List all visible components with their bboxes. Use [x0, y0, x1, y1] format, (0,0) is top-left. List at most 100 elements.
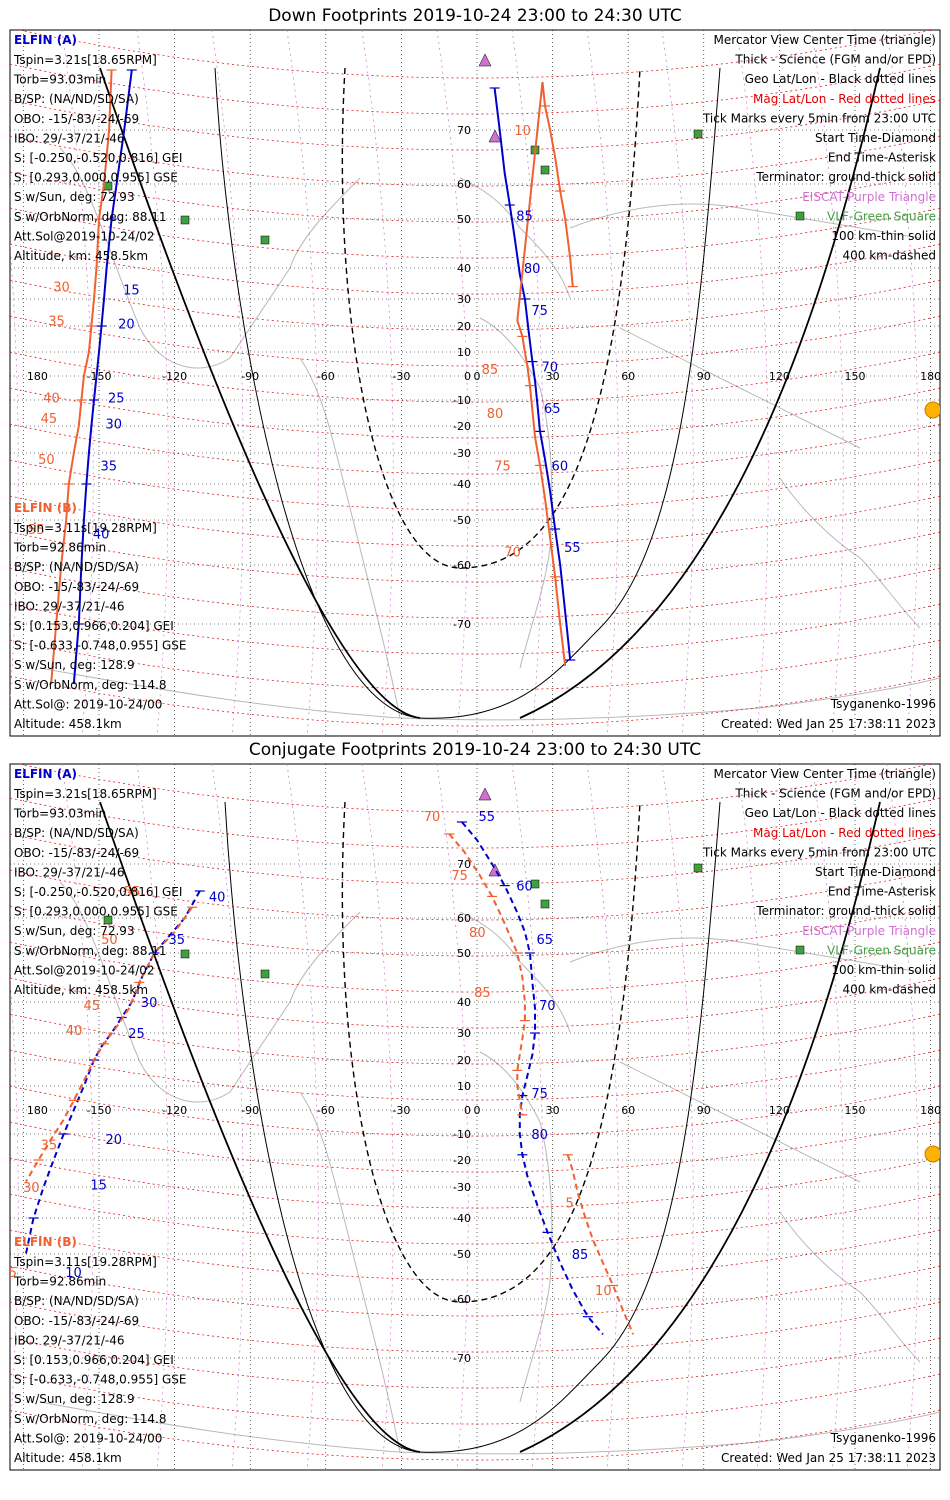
legend-entry: Start Time-Diamond	[815, 131, 936, 145]
lat-tick-label: 70	[457, 858, 471, 871]
info-line: Tspin=3.21s[18.65RPM]	[13, 53, 157, 67]
legend-entry: Mag Lat/Lon - Red dotted lines	[753, 826, 936, 840]
track-tick-label-a: 70	[541, 360, 558, 375]
coastline	[619, 1061, 861, 1183]
vlf-square	[103, 915, 113, 925]
vlf-square	[260, 235, 270, 245]
lat-tick-label: 0	[464, 370, 471, 383]
info-line: OBO: -15/-83/-24/-69	[14, 846, 139, 860]
info-line: Att.Sol@2019-10-24/02	[14, 963, 155, 977]
track-tick-label-a: 65	[544, 402, 561, 417]
legend-entry: Start Time-Diamond	[815, 865, 936, 879]
coastline	[779, 477, 921, 629]
lat-tick-label: 30	[457, 1027, 471, 1040]
mag-lon-line	[61, 764, 94, 1470]
lat-tick-label: -20	[453, 1154, 471, 1167]
lon-tick-label: -90	[241, 370, 259, 383]
info-line: S w/Sun, deg: 72.93	[14, 924, 135, 938]
lon-tick-label: -150	[87, 370, 112, 383]
lat-tick-label: -70	[453, 618, 471, 631]
info-line: Torb=92.86min	[13, 1275, 106, 1289]
coastline	[569, 937, 921, 973]
track-tick-label-b: 80	[487, 407, 504, 422]
track-tick-label-a: 70	[539, 999, 556, 1014]
lat-tick-label: 10	[457, 1080, 471, 1093]
mag-lon-line	[10, 973, 19, 1437]
lon-tick-label: 180	[27, 1104, 48, 1117]
lon-tick-label: -60	[317, 370, 335, 383]
track-tick-label-a: 85	[572, 1248, 589, 1263]
mag-lon-line	[586, 30, 619, 736]
track-tick-label-b: 30	[53, 281, 70, 296]
eiscat-triangle	[488, 129, 502, 143]
lon-tick-label: -30	[392, 370, 410, 383]
mag-lon-line	[811, 30, 844, 736]
track-tick-label-a: 10	[65, 1266, 82, 1281]
track-tick-label-a: 40	[209, 890, 226, 905]
legend-entry: EISCAT-Purple Triangle	[802, 924, 936, 938]
lon-tick-label: 150	[845, 1104, 866, 1117]
lat-tick-label: 60	[457, 178, 471, 191]
lon-tick-label: -30	[392, 1104, 410, 1117]
legend-entry: VLF-Green Square	[827, 209, 936, 223]
track-tick-label-b: 45	[83, 999, 100, 1014]
track-tick-label-b: 10	[595, 1284, 612, 1299]
info-line: S: [0.293,0.000,0.955] GSE	[14, 905, 178, 919]
lat-tick-label: -10	[453, 394, 471, 407]
track-tick-label-b: 75	[451, 869, 468, 884]
lat-tick-label: 10	[457, 346, 471, 359]
vlf-square	[693, 129, 703, 139]
lat-tick-label: 20	[457, 320, 471, 333]
legend-entry: Mag Lat/Lon - Red dotted lines	[753, 92, 936, 106]
track-tick-label-b: 75	[494, 459, 511, 474]
info-line: S w/OrbNorm, deg: 88.11	[14, 210, 166, 224]
footer-model: Tsyganenko-1996	[830, 1431, 936, 1445]
info-line: B/SP: (NA/ND/SD/SA)	[14, 560, 139, 574]
track-tick-label-a: 75	[531, 1087, 548, 1102]
mag-lon-line	[136, 30, 169, 736]
track-tick-label-a: 15	[90, 1178, 107, 1193]
track-tick-label-b: 35	[48, 315, 65, 330]
lat-tick-label: -60	[453, 559, 471, 572]
mag-lon-line	[886, 764, 919, 1470]
mag-lon-line	[886, 30, 919, 736]
info-line: Att.Sol@: 2019-10-24/00	[14, 1431, 162, 1445]
info-line: Altitude, km: 458.5km	[14, 983, 148, 997]
info-line: Torb=93.03min	[13, 807, 106, 821]
vlf-square	[530, 879, 540, 889]
legend-entry: 400 km-dashed	[842, 983, 936, 997]
track-tick-label-a: 35	[100, 459, 117, 474]
lat-tick-label: 20	[457, 1054, 471, 1067]
lat-tick-label: 60	[457, 912, 471, 925]
info-line: B/SP: (NA/ND/SD/SA)	[14, 1294, 139, 1308]
lon-tick-label: 0	[474, 370, 481, 383]
track-tick-label-a: 55	[478, 810, 495, 825]
legend-entry: EISCAT-Purple Triangle	[802, 190, 936, 204]
info-header: ELFIN (A)	[14, 33, 77, 47]
coastline	[59, 881, 361, 1103]
legend-entry: End Time-Asterisk	[828, 151, 936, 165]
mag-lon-line	[436, 764, 469, 1470]
map-plot-area: 706050403020100-10-20-30-40-50-60-70180-…	[10, 764, 940, 1470]
info-line: B/SP: (NA/ND/SD/SA)	[14, 826, 139, 840]
info-line: IBO: 29/-37/21/-46	[14, 865, 125, 879]
coastline	[779, 1211, 921, 1363]
track-tick-label-b: 30	[23, 1181, 40, 1196]
track-tick-label-a: 80	[524, 262, 541, 277]
mag-lon-line	[361, 30, 394, 736]
info-line: Tspin=3.11s[19.28RPM]	[13, 1255, 157, 1269]
coastline	[479, 1051, 553, 1403]
track-tick-label-a: 55	[564, 541, 581, 556]
track-tick-label-b: 70	[424, 810, 441, 825]
track-tick-label-b: 45	[41, 412, 58, 427]
mag-lon-line	[436, 30, 469, 736]
terminator-100km	[214, 67, 721, 719]
mag-lon-line	[10, 239, 19, 703]
track-tick-label-b: 50	[38, 453, 55, 468]
coastline	[299, 357, 401, 719]
lon-tick-label: 60	[621, 370, 635, 383]
vlf-square	[795, 945, 805, 955]
track-tick-label-a: 35	[169, 933, 186, 948]
vlf-square	[540, 165, 550, 175]
terminator-ground	[99, 67, 421, 719]
